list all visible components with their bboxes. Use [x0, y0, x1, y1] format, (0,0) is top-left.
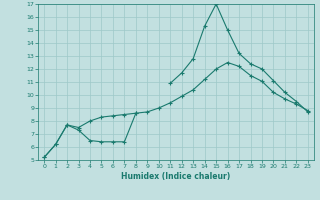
X-axis label: Humidex (Indice chaleur): Humidex (Indice chaleur) — [121, 172, 231, 181]
